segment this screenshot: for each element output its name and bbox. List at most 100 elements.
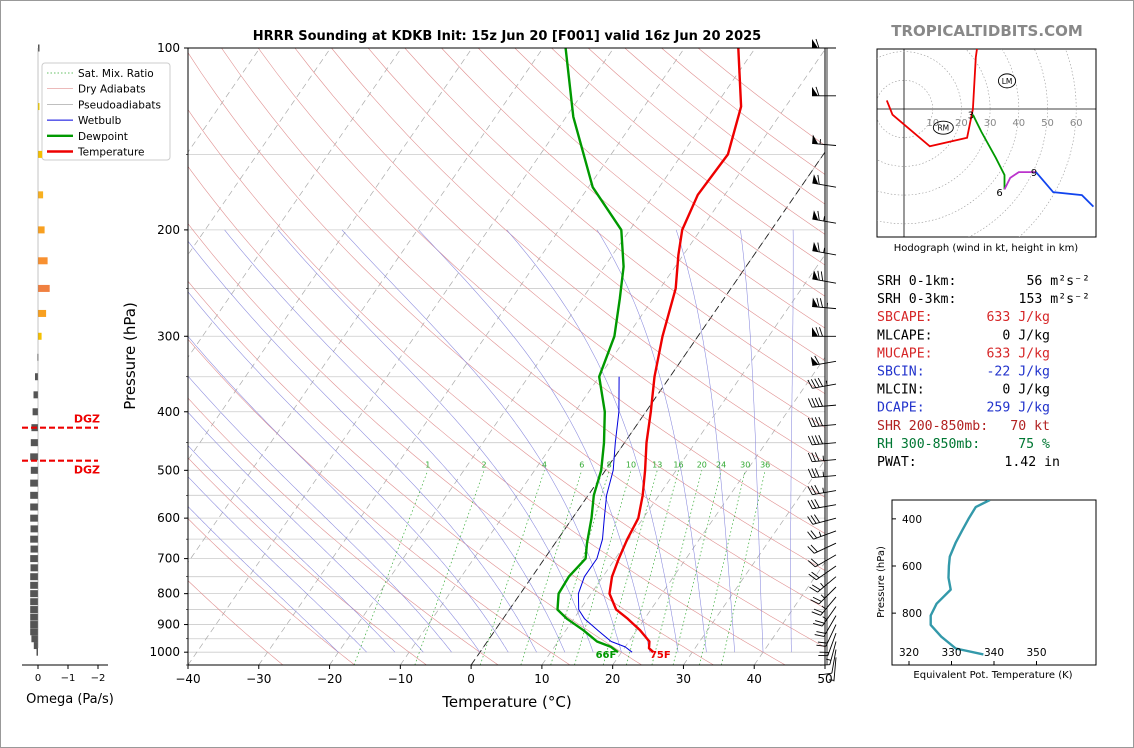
mixing-ratio-line bbox=[414, 470, 485, 665]
omega-bar bbox=[38, 103, 40, 111]
dry-adiabat bbox=[188, 109, 825, 648]
barb-full bbox=[817, 270, 820, 281]
barb-full bbox=[807, 452, 813, 462]
theta-e-x-tick-label: 330 bbox=[941, 647, 961, 659]
dgz-label: DGZ bbox=[74, 413, 100, 426]
hodograph-ring-label: 20 bbox=[955, 118, 968, 129]
barb-flag bbox=[812, 270, 819, 281]
barb-shaft bbox=[812, 142, 837, 146]
barb-full bbox=[818, 434, 823, 445]
mixing-ratio-line bbox=[651, 470, 703, 665]
barb-flag bbox=[812, 39, 818, 48]
moist-adiabat bbox=[675, 229, 735, 653]
barb-shaft bbox=[820, 596, 837, 616]
barb-shaft bbox=[814, 542, 837, 554]
theta-e-y-tick-label: 800 bbox=[902, 608, 922, 620]
omega-bar bbox=[38, 226, 45, 234]
x-tick-label: 50 bbox=[817, 672, 832, 686]
barb-full bbox=[814, 397, 820, 407]
isotherm bbox=[188, 48, 402, 358]
barb-shaft bbox=[812, 475, 837, 479]
omega-tick-label: −2 bbox=[91, 673, 106, 684]
brand-watermark: TROPICALTIDBITS.COM bbox=[891, 22, 1083, 40]
barb-shaft bbox=[812, 442, 837, 446]
barb-shaft bbox=[817, 576, 837, 593]
barb-flag bbox=[812, 297, 819, 308]
barb-flag bbox=[812, 210, 819, 221]
isotherm bbox=[612, 356, 825, 665]
barb-full bbox=[807, 500, 813, 510]
dry-adiabat bbox=[188, 280, 642, 665]
barb-shaft bbox=[814, 554, 837, 568]
omega-bar bbox=[38, 284, 50, 292]
index-label: SRH 0-3km: bbox=[877, 292, 956, 307]
legend-entry: Sat. Mix. Ratio bbox=[78, 68, 154, 80]
moist-adiabat bbox=[277, 229, 594, 653]
mixing-ratio-line bbox=[721, 470, 766, 665]
barb-full bbox=[817, 641, 828, 644]
moist-adiabat bbox=[188, 240, 537, 653]
omega-bar bbox=[35, 373, 38, 381]
omega-bar bbox=[30, 590, 38, 598]
barb-shaft bbox=[825, 624, 837, 647]
moist-adiabat bbox=[506, 229, 679, 653]
hodograph-ring-label: 60 bbox=[1070, 118, 1083, 129]
index-label: SBCAPE: bbox=[877, 310, 933, 325]
omega-bar bbox=[30, 598, 38, 606]
wind-barb bbox=[807, 452, 837, 463]
skewt-background-lines: 1 2 4 6 8 10 13 16 20 24 30 36 bbox=[188, 48, 825, 665]
omega-bar bbox=[30, 545, 38, 553]
omega-ticks: 0 −1 −2 bbox=[35, 665, 106, 684]
legend-entry: Pseudoadiabats bbox=[78, 99, 161, 111]
dry-adiabat bbox=[221, 48, 825, 571]
dry-adiabat bbox=[188, 580, 284, 665]
theta-e-x-tick-label: 340 bbox=[984, 647, 1004, 659]
hodograph-height-label: 9 bbox=[1031, 168, 1037, 179]
barb-shaft bbox=[823, 615, 837, 637]
x-tick-label: −20 bbox=[317, 672, 342, 686]
skewt-panel: 1 2 4 6 8 10 13 16 20 24 30 36 66F 75F −40 −30 −20 −10 0… bbox=[41, 41, 833, 711]
isotherm bbox=[188, 48, 473, 461]
hodograph-panel: 10 20 30 40 50 60 1 2 3 6 9 RM LM Hodograph (wind in… bbox=[876, 10, 1097, 254]
moist-adiabat bbox=[188, 291, 509, 653]
barb-full bbox=[807, 417, 813, 427]
omega-xlabel: Omega (Pa/s) bbox=[26, 692, 114, 707]
moist-adiabat bbox=[418, 229, 651, 653]
index-value: 633 J/kg bbox=[986, 310, 1050, 325]
y-tick-label: 100 bbox=[157, 41, 180, 55]
y-tick-label: 200 bbox=[157, 223, 180, 237]
barb-full bbox=[807, 468, 813, 478]
barb-half bbox=[818, 531, 822, 537]
omega-bar bbox=[31, 635, 38, 643]
omega-bar bbox=[30, 555, 38, 563]
theta-e-ylabel: Pressure (hPa) bbox=[876, 546, 887, 618]
theta-e-ticks: 320 330 340 350 400 600 800 bbox=[892, 514, 1047, 665]
omega-tick-label: 0 bbox=[35, 673, 41, 684]
omega-bar bbox=[30, 564, 38, 572]
dry-adiabat bbox=[188, 397, 499, 665]
omega-bar bbox=[36, 648, 38, 656]
temperature-line bbox=[608, 48, 743, 654]
isotherm bbox=[188, 48, 544, 564]
index-label: MUCAPE: bbox=[877, 346, 933, 361]
wind-barb bbox=[809, 576, 837, 593]
barb-full bbox=[817, 242, 820, 253]
barb-full bbox=[811, 452, 816, 462]
hodograph-height-label: 1 bbox=[959, 10, 965, 21]
hodograph-height-label: 6 bbox=[996, 188, 1002, 199]
wind-barb bbox=[812, 327, 836, 337]
mixing-ratio-line bbox=[602, 470, 658, 665]
wind-barb bbox=[812, 86, 836, 97]
dry-adiabat bbox=[404, 48, 825, 395]
omega-bar bbox=[30, 621, 38, 629]
zero-isotherm bbox=[470, 151, 825, 665]
theta-e-y-tick-label: 400 bbox=[902, 514, 922, 526]
barb-shaft bbox=[812, 278, 837, 284]
x-tick-label: 40 bbox=[747, 672, 762, 686]
index-label: MLCIN: bbox=[877, 383, 925, 398]
dry-adiabat bbox=[367, 48, 825, 428]
wind-barb bbox=[807, 499, 837, 510]
x-tick-label: −30 bbox=[246, 672, 271, 686]
mixing-ratio-line bbox=[520, 470, 583, 665]
index-value: 70 kt bbox=[1010, 419, 1050, 434]
